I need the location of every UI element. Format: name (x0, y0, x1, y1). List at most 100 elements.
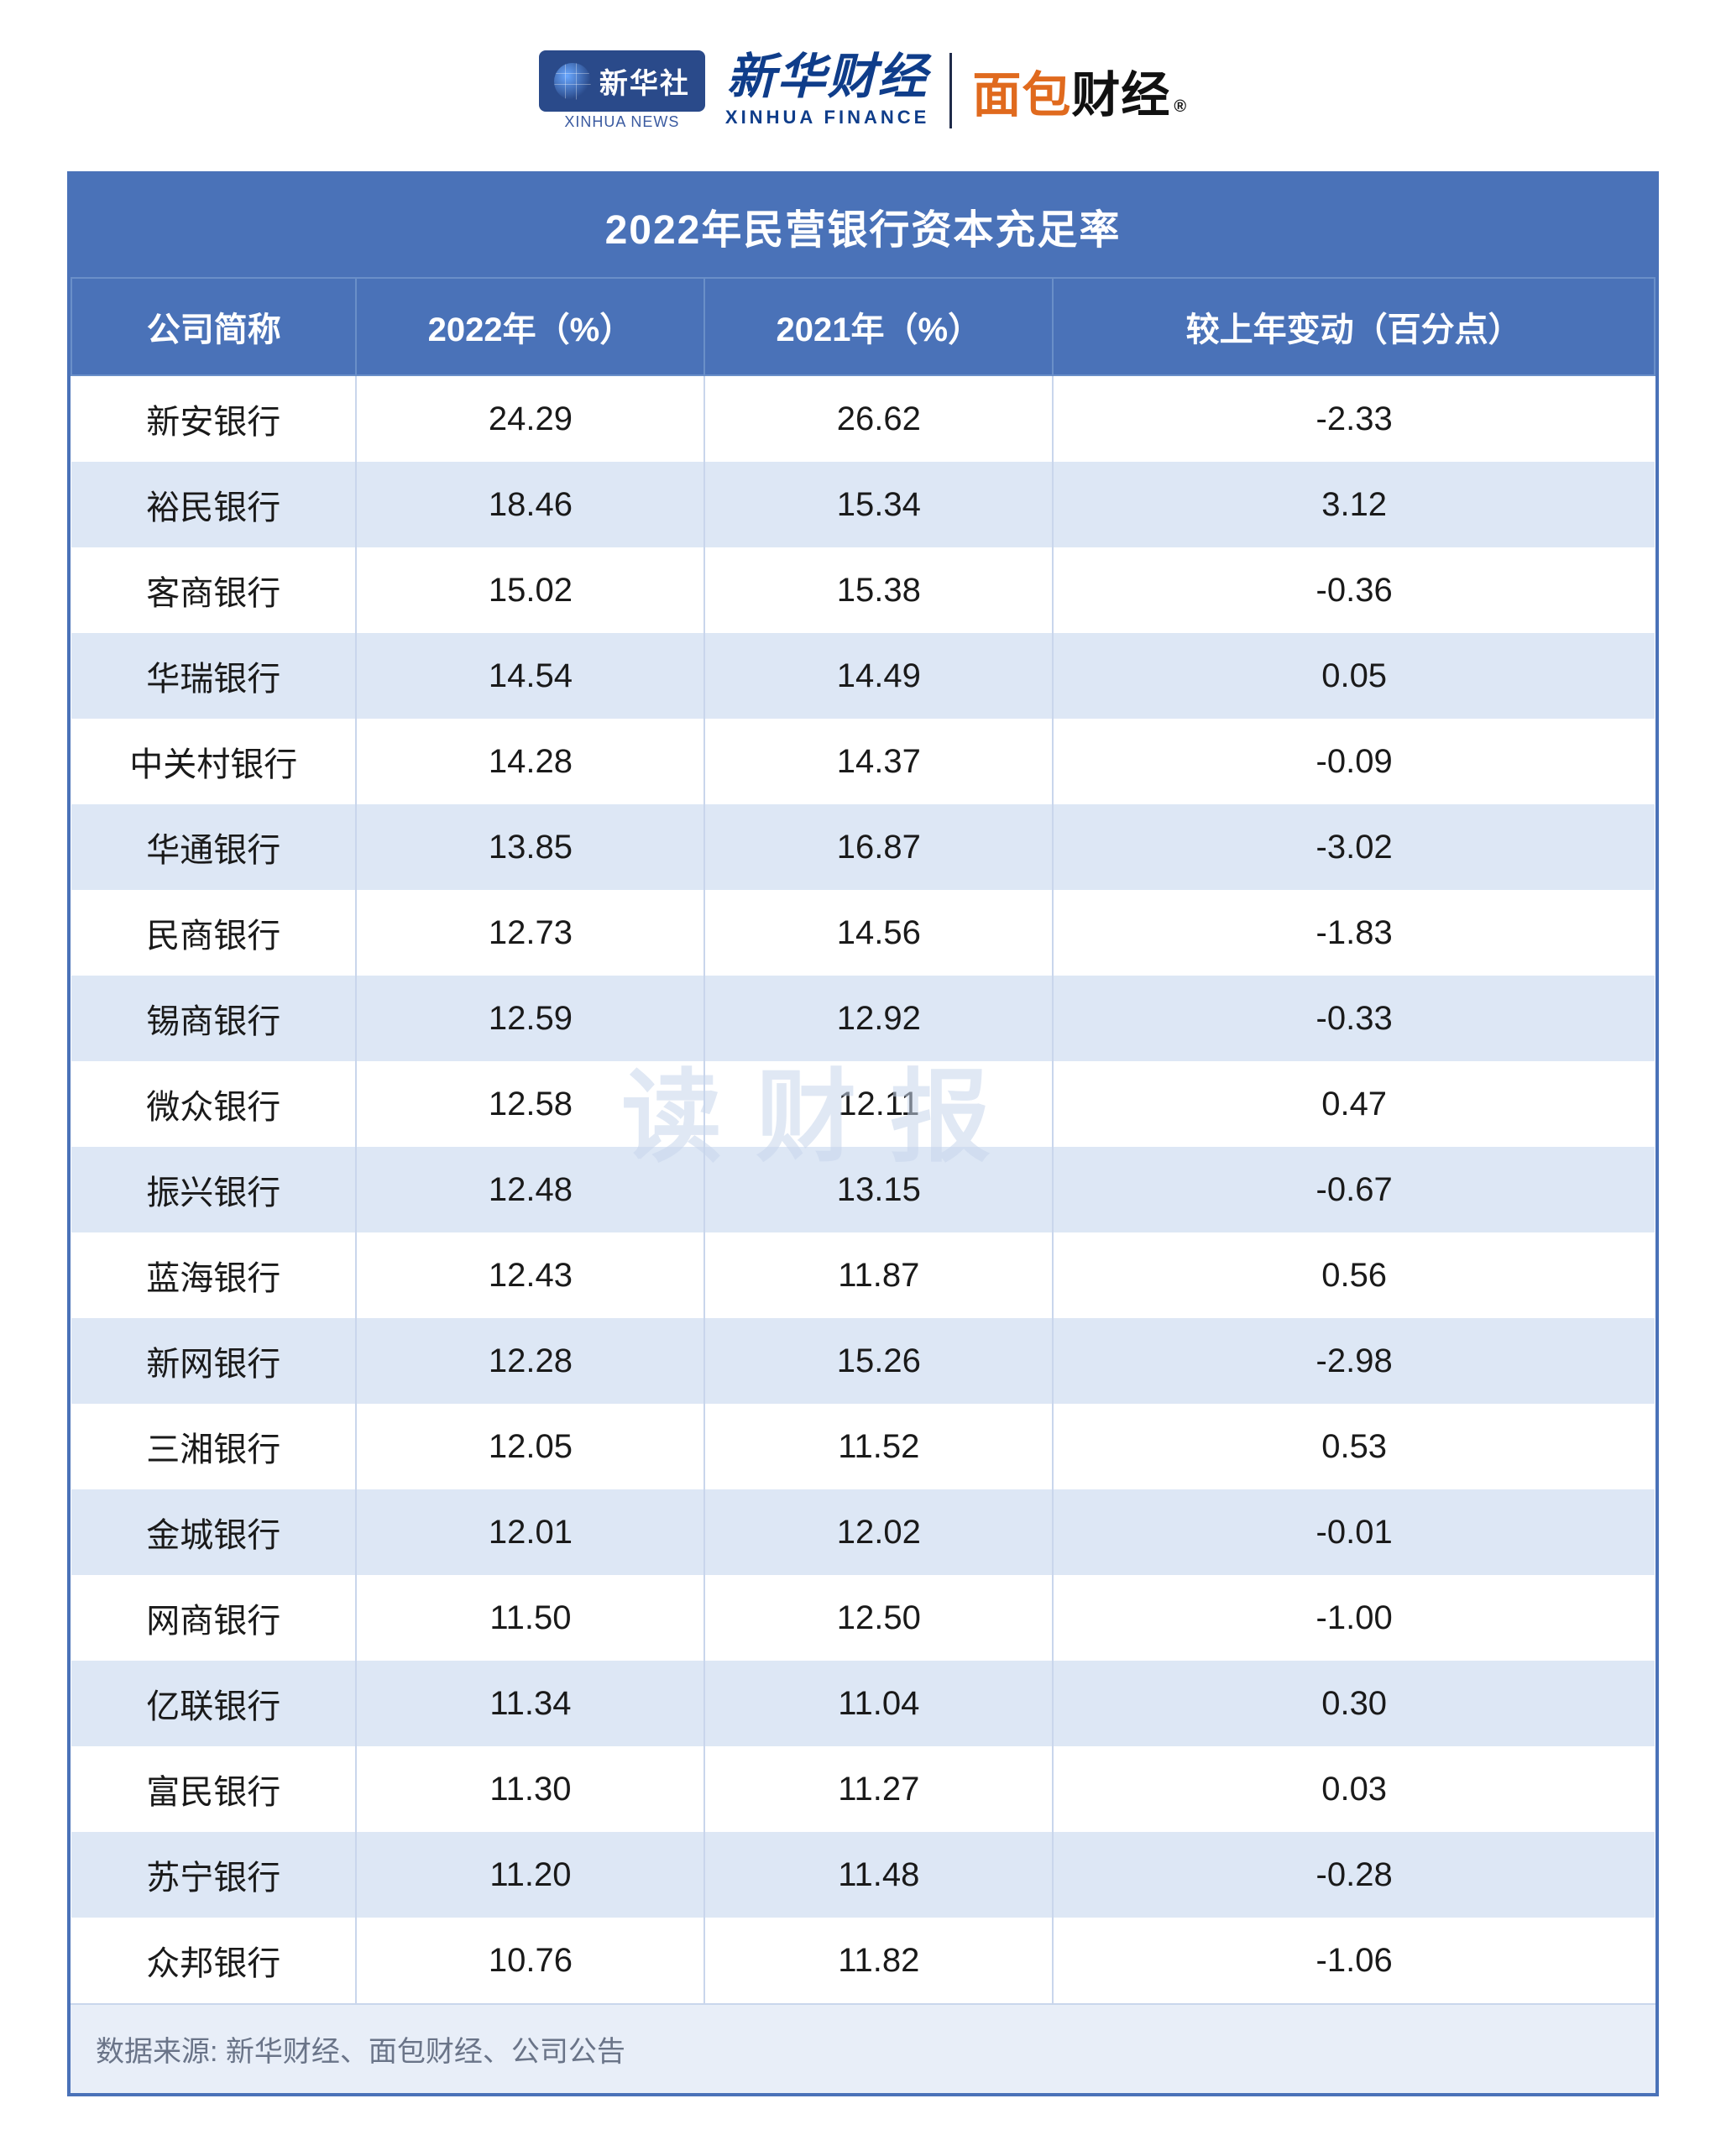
table-row: 客商银行15.0215.38-0.36 (71, 547, 1655, 633)
cell-delta: -0.36 (1053, 547, 1655, 633)
cell-y2022: 11.50 (356, 1575, 704, 1661)
cell-y2021: 15.34 (704, 462, 1053, 547)
table-row: 新网银行12.2815.26-2.98 (71, 1318, 1655, 1404)
cell-y2021: 14.37 (704, 719, 1053, 804)
cell-y2021: 26.62 (704, 375, 1053, 462)
cell-y2021: 11.52 (704, 1404, 1053, 1489)
data-table: 公司简称 2022年（%） 2021年（%） 较上年变动（百分点） 新安银行24… (71, 277, 1655, 2003)
cell-y2022: 11.20 (356, 1832, 704, 1918)
cell-name: 三湘银行 (71, 1404, 356, 1489)
cell-delta: -1.83 (1053, 890, 1655, 976)
table-row: 三湘银行12.0511.520.53 (71, 1404, 1655, 1489)
table-row: 华通银行13.8516.87-3.02 (71, 804, 1655, 890)
cell-name: 客商银行 (71, 547, 356, 633)
cell-y2022: 12.05 (356, 1404, 704, 1489)
cell-y2022: 12.01 (356, 1489, 704, 1575)
table-row: 中关村银行14.2814.37-0.09 (71, 719, 1655, 804)
globe-icon (554, 63, 591, 100)
cell-name: 中关村银行 (71, 719, 356, 804)
cell-delta: 0.56 (1053, 1232, 1655, 1318)
cell-delta: -0.01 (1053, 1489, 1655, 1575)
cell-name: 锡商银行 (71, 976, 356, 1061)
cell-y2021: 14.56 (704, 890, 1053, 976)
cell-y2022: 12.58 (356, 1061, 704, 1147)
cell-name: 众邦银行 (71, 1918, 356, 2003)
cell-y2021: 11.04 (704, 1661, 1053, 1746)
cell-y2022: 12.28 (356, 1318, 704, 1404)
cell-delta: -0.09 (1053, 719, 1655, 804)
cell-y2021: 12.02 (704, 1489, 1053, 1575)
cell-delta: 0.53 (1053, 1404, 1655, 1489)
cell-y2022: 11.34 (356, 1661, 704, 1746)
cell-y2022: 18.46 (356, 462, 704, 547)
logo-xinhua-finance: 新华财经 XINHUA FINANCE (725, 53, 929, 128)
cell-name: 裕民银行 (71, 462, 356, 547)
cell-y2022: 12.73 (356, 890, 704, 976)
page: 新华社 XINHUA NEWS 新华财经 XINHUA FINANCE 面包财经… (0, 0, 1726, 2156)
cell-y2021: 12.92 (704, 976, 1053, 1061)
cell-name: 振兴银行 (71, 1147, 356, 1232)
cell-y2021: 14.49 (704, 633, 1053, 719)
cell-y2022: 14.54 (356, 633, 704, 719)
table-header-row: 公司简称 2022年（%） 2021年（%） 较上年变动（百分点） (71, 278, 1655, 375)
cell-delta: -1.00 (1053, 1575, 1655, 1661)
table-body: 新安银行24.2926.62-2.33裕民银行18.4615.343.12客商银… (71, 375, 1655, 2003)
table-row: 华瑞银行14.5414.490.05 (71, 633, 1655, 719)
cell-name: 苏宁银行 (71, 1832, 356, 1918)
table-footer: 数据来源: 新华财经、面包财经、公司公告 (71, 2003, 1655, 2093)
logo-xinhua-news-en: XINHUA NEWS (539, 113, 705, 131)
cell-y2021: 11.27 (704, 1746, 1053, 1832)
capital-adequacy-table: 2022年民营银行资本充足率 公司简称 2022年（%） 2021年（%） 较上… (67, 171, 1659, 2096)
cell-delta: -1.06 (1053, 1918, 1655, 2003)
cell-name: 亿联银行 (71, 1661, 356, 1746)
table-row: 微众银行12.5812.110.47 (71, 1061, 1655, 1147)
cell-name: 新网银行 (71, 1318, 356, 1404)
logo-xinhua-finance-en: XINHUA FINANCE (725, 107, 929, 128)
cell-delta: 0.03 (1053, 1746, 1655, 1832)
cell-delta: 0.05 (1053, 633, 1655, 719)
cell-y2021: 12.50 (704, 1575, 1053, 1661)
table-row: 金城银行12.0112.02-0.01 (71, 1489, 1655, 1575)
cell-delta: -3.02 (1053, 804, 1655, 890)
cell-y2021: 15.38 (704, 547, 1053, 633)
cell-y2022: 12.48 (356, 1147, 704, 1232)
logo-mianbao: 面包财经® (972, 55, 1187, 126)
table-row: 众邦银行10.7611.82-1.06 (71, 1918, 1655, 2003)
cell-y2022: 14.28 (356, 719, 704, 804)
table-title: 2022年民营银行资本充足率 (71, 175, 1655, 277)
cell-y2021: 12.11 (704, 1061, 1053, 1147)
cell-delta: -0.28 (1053, 1832, 1655, 1918)
cell-delta: 0.47 (1053, 1061, 1655, 1147)
table-row: 富民银行11.3011.270.03 (71, 1746, 1655, 1832)
cell-delta: -2.98 (1053, 1318, 1655, 1404)
cell-y2021: 11.82 (704, 1918, 1053, 2003)
logo-mianbao-part1: 面包 (972, 55, 1071, 126)
table-row: 裕民银行18.4615.343.12 (71, 462, 1655, 547)
cell-name: 蓝海银行 (71, 1232, 356, 1318)
logo-xinhua-finance-cn: 新华财经 (725, 53, 929, 102)
cell-y2021: 15.26 (704, 1318, 1053, 1404)
logo-xinhua-she-text: 新华社 (599, 60, 690, 102)
cell-y2021: 13.15 (704, 1147, 1053, 1232)
cell-name: 金城银行 (71, 1489, 356, 1575)
cell-delta: 3.12 (1053, 462, 1655, 547)
cell-delta: -0.67 (1053, 1147, 1655, 1232)
table-row: 网商银行11.5012.50-1.00 (71, 1575, 1655, 1661)
cell-name: 新安银行 (71, 375, 356, 462)
col-header-2022: 2022年（%） (356, 278, 704, 375)
registered-icon: ® (1174, 97, 1187, 117)
cell-y2022: 12.59 (356, 976, 704, 1061)
col-header-delta: 较上年变动（百分点） (1053, 278, 1655, 375)
cell-y2021: 11.87 (704, 1232, 1053, 1318)
cell-name: 微众银行 (71, 1061, 356, 1147)
table-row: 新安银行24.2926.62-2.33 (71, 375, 1655, 462)
cell-name: 华通银行 (71, 804, 356, 890)
cell-delta: 0.30 (1053, 1661, 1655, 1746)
logo-divider (949, 53, 952, 128)
cell-y2022: 13.85 (356, 804, 704, 890)
cell-name: 富民银行 (71, 1746, 356, 1832)
cell-name: 华瑞银行 (71, 633, 356, 719)
table-row: 锡商银行12.5912.92-0.33 (71, 976, 1655, 1061)
col-header-2021: 2021年（%） (704, 278, 1053, 375)
table-row: 苏宁银行11.2011.48-0.28 (71, 1832, 1655, 1918)
